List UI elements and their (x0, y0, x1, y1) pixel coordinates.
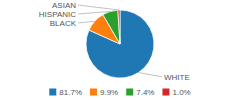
legend-item: 1.0% (162, 88, 190, 97)
pie (86, 10, 154, 78)
legend-item: 7.4% (126, 88, 154, 97)
leader-line (138, 73, 162, 77)
slice-label: WHITE (164, 73, 190, 82)
legend-label: 7.4% (136, 88, 154, 97)
slice-label: HISPANIC (39, 10, 76, 19)
legend-swatch (90, 89, 97, 96)
legend-swatch (126, 89, 133, 96)
legend-label: 9.9% (100, 88, 118, 97)
slice-label: ASIAN (52, 1, 76, 10)
annotations: WHITE BLACKHISPANICASIAN (39, 1, 190, 82)
legend-swatch (49, 89, 56, 96)
legend-label: 1.0% (172, 88, 190, 97)
leader-line (78, 5, 119, 10)
legend-item: 81.7% (49, 88, 82, 97)
pie-slice (118, 10, 120, 44)
legend: 81.7% 9.9% 7.4% 1.0% (49, 88, 190, 97)
leader-line (78, 21, 95, 23)
chart: WHITE BLACKHISPANICASIAN 81.7% 9.9% 7.4% 1.0% (0, 0, 240, 100)
pie-slice (103, 10, 120, 44)
legend-swatch (162, 89, 169, 96)
pie-slice (86, 10, 154, 78)
legend-label: 81.7% (59, 88, 82, 97)
slice-label: BLACK (50, 19, 77, 28)
legend-item: 9.9% (90, 88, 118, 97)
leader-line (78, 11, 110, 14)
